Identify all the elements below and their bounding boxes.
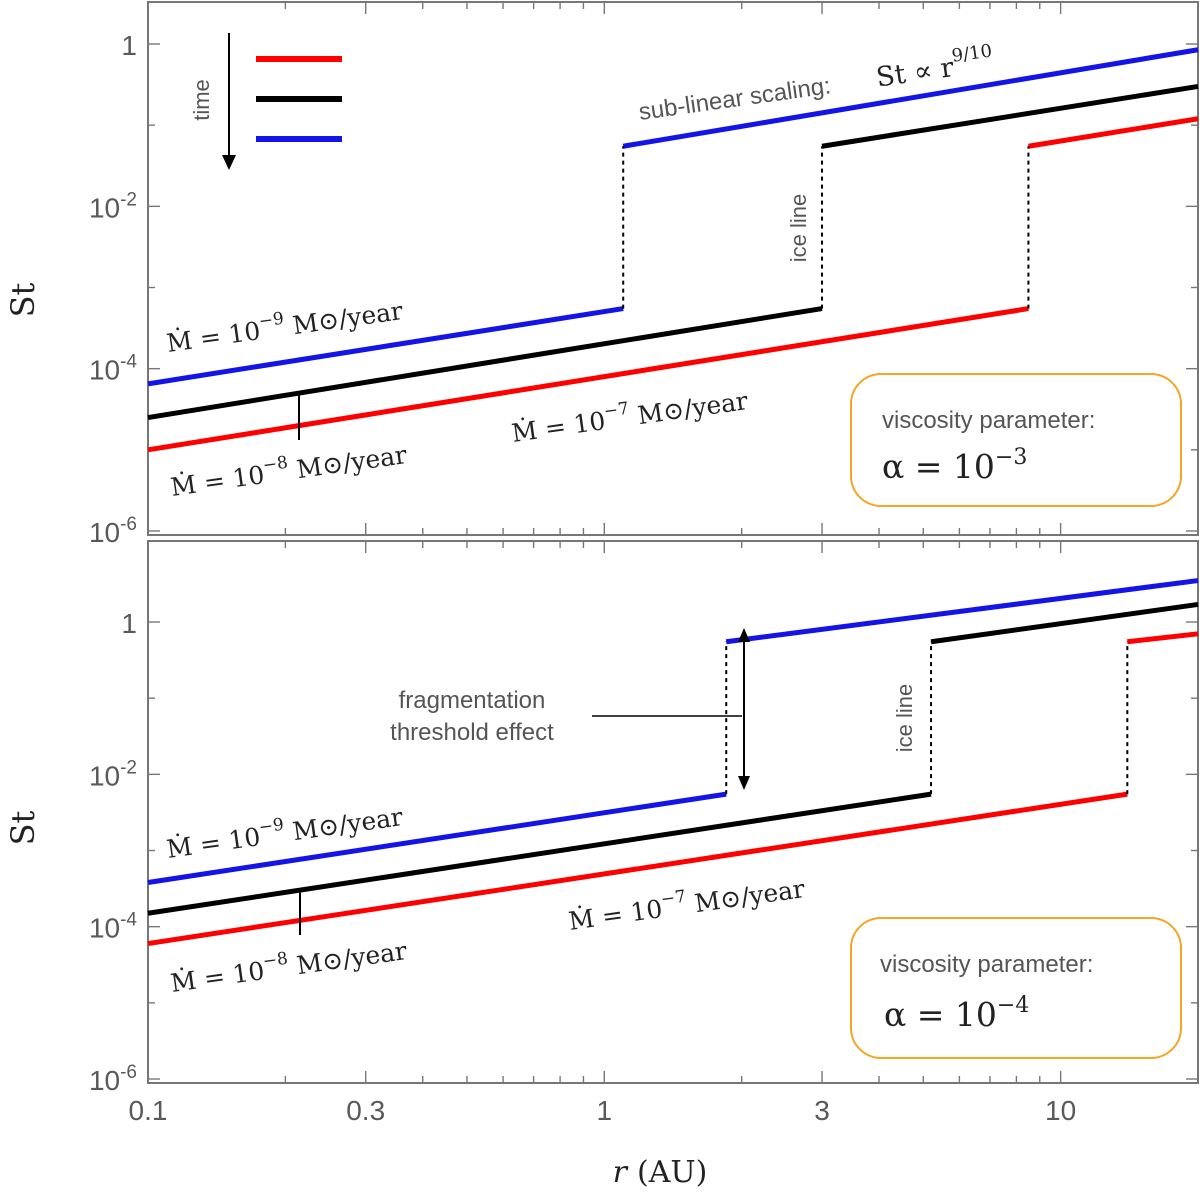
- x-tick-label: 3: [814, 1095, 830, 1126]
- time-arrow-head: [222, 155, 236, 170]
- bottom-y-axis-label: St: [4, 810, 42, 845]
- svg-text:Ṁ = 10−8 M⊙/year: Ṁ = 10−8 M⊙/year: [168, 932, 408, 998]
- y-tick-label: 10-2: [89, 189, 137, 223]
- fragmentation-label-line1: fragmentation: [399, 687, 546, 714]
- top-viscosity-title: viscosity parameter:: [882, 407, 1095, 434]
- x-tick-label: 10: [1045, 1095, 1076, 1126]
- bottom-mdot-blue-label: Ṁ = 10−9 M⊙/year: [164, 798, 405, 864]
- top-mdot-black-label: Ṁ = 10−8 M⊙/year: [168, 436, 409, 502]
- series-blue-inner: [147, 306, 624, 387]
- series-black-outer: [930, 601, 1199, 645]
- series-blue-outer: [622, 47, 1199, 149]
- series-red-outer: [1127, 631, 1199, 645]
- y-tick-label: 10-4: [89, 352, 137, 386]
- x-tick-label: 1: [597, 1095, 613, 1126]
- series-red-inner: [147, 791, 1128, 947]
- series-blue-outer: [725, 578, 1199, 645]
- y-tick-label: 1: [121, 608, 137, 639]
- bottom-mdot-red-label: Ṁ = 10−7 M⊙/year: [566, 870, 807, 936]
- bottom-viscosity-title: viscosity parameter:: [880, 951, 1093, 978]
- y-tick-label: 10-4: [89, 910, 137, 944]
- legend-time-label: time: [189, 79, 214, 121]
- top-y-axis-label: St: [4, 282, 42, 317]
- fragmentation-arrow-down-head: [738, 776, 750, 790]
- x-tick-label: 0.1: [129, 1095, 168, 1126]
- bottom-ice-line-label: ice line: [892, 684, 917, 752]
- top-ice-line-label: ice line: [786, 194, 811, 262]
- series-blue-inner: [147, 791, 727, 885]
- series-layer: [147, 47, 1199, 947]
- y-tick-label: 10-6: [89, 514, 137, 548]
- svg-text:Ṁ = 10−8 M⊙/year: Ṁ = 10−8 M⊙/year: [168, 436, 408, 502]
- x-axis-label: r (AU): [613, 1155, 708, 1190]
- svg-text:Ṁ = 10−7 M⊙/year: Ṁ = 10−7 M⊙/year: [509, 382, 749, 448]
- bottom-viscosity-alpha: α = 10−4: [884, 993, 1029, 1034]
- top-panel-frame: [147, 1, 1199, 536]
- fragmentation-arrow-up-head: [738, 628, 750, 642]
- top-viscosity-alpha: α = 10−3: [882, 445, 1027, 486]
- svg-text:Ṁ = 10−7 M⊙/year: Ṁ = 10−7 M⊙/year: [566, 870, 806, 936]
- series-black-outer: [821, 83, 1199, 149]
- bottom-viscosity-box: [850, 917, 1182, 1059]
- bottom-panel-frame: [147, 540, 1199, 1084]
- fragmentation-label-line2: threshold effect: [390, 719, 554, 746]
- series-black-inner: [147, 791, 932, 916]
- bottom-mdot-black-label: Ṁ = 10−8 M⊙/year: [168, 932, 409, 998]
- svg-text:Ṁ = 10−9 M⊙/year: Ṁ = 10−9 M⊙/year: [164, 798, 404, 864]
- series-red-outer: [1028, 116, 1199, 149]
- series-black-inner: [147, 306, 823, 421]
- x-tick-label: 0.3: [346, 1095, 385, 1126]
- y-tick-label: 10-2: [89, 757, 137, 791]
- top-mdot-red-label: Ṁ = 10−7 M⊙/year: [509, 382, 750, 448]
- series-red-inner: [147, 306, 1029, 453]
- top-viscosity-box: [850, 373, 1182, 507]
- y-tick-label: 1: [121, 30, 137, 61]
- y-tick-label: 10-6: [89, 1062, 137, 1096]
